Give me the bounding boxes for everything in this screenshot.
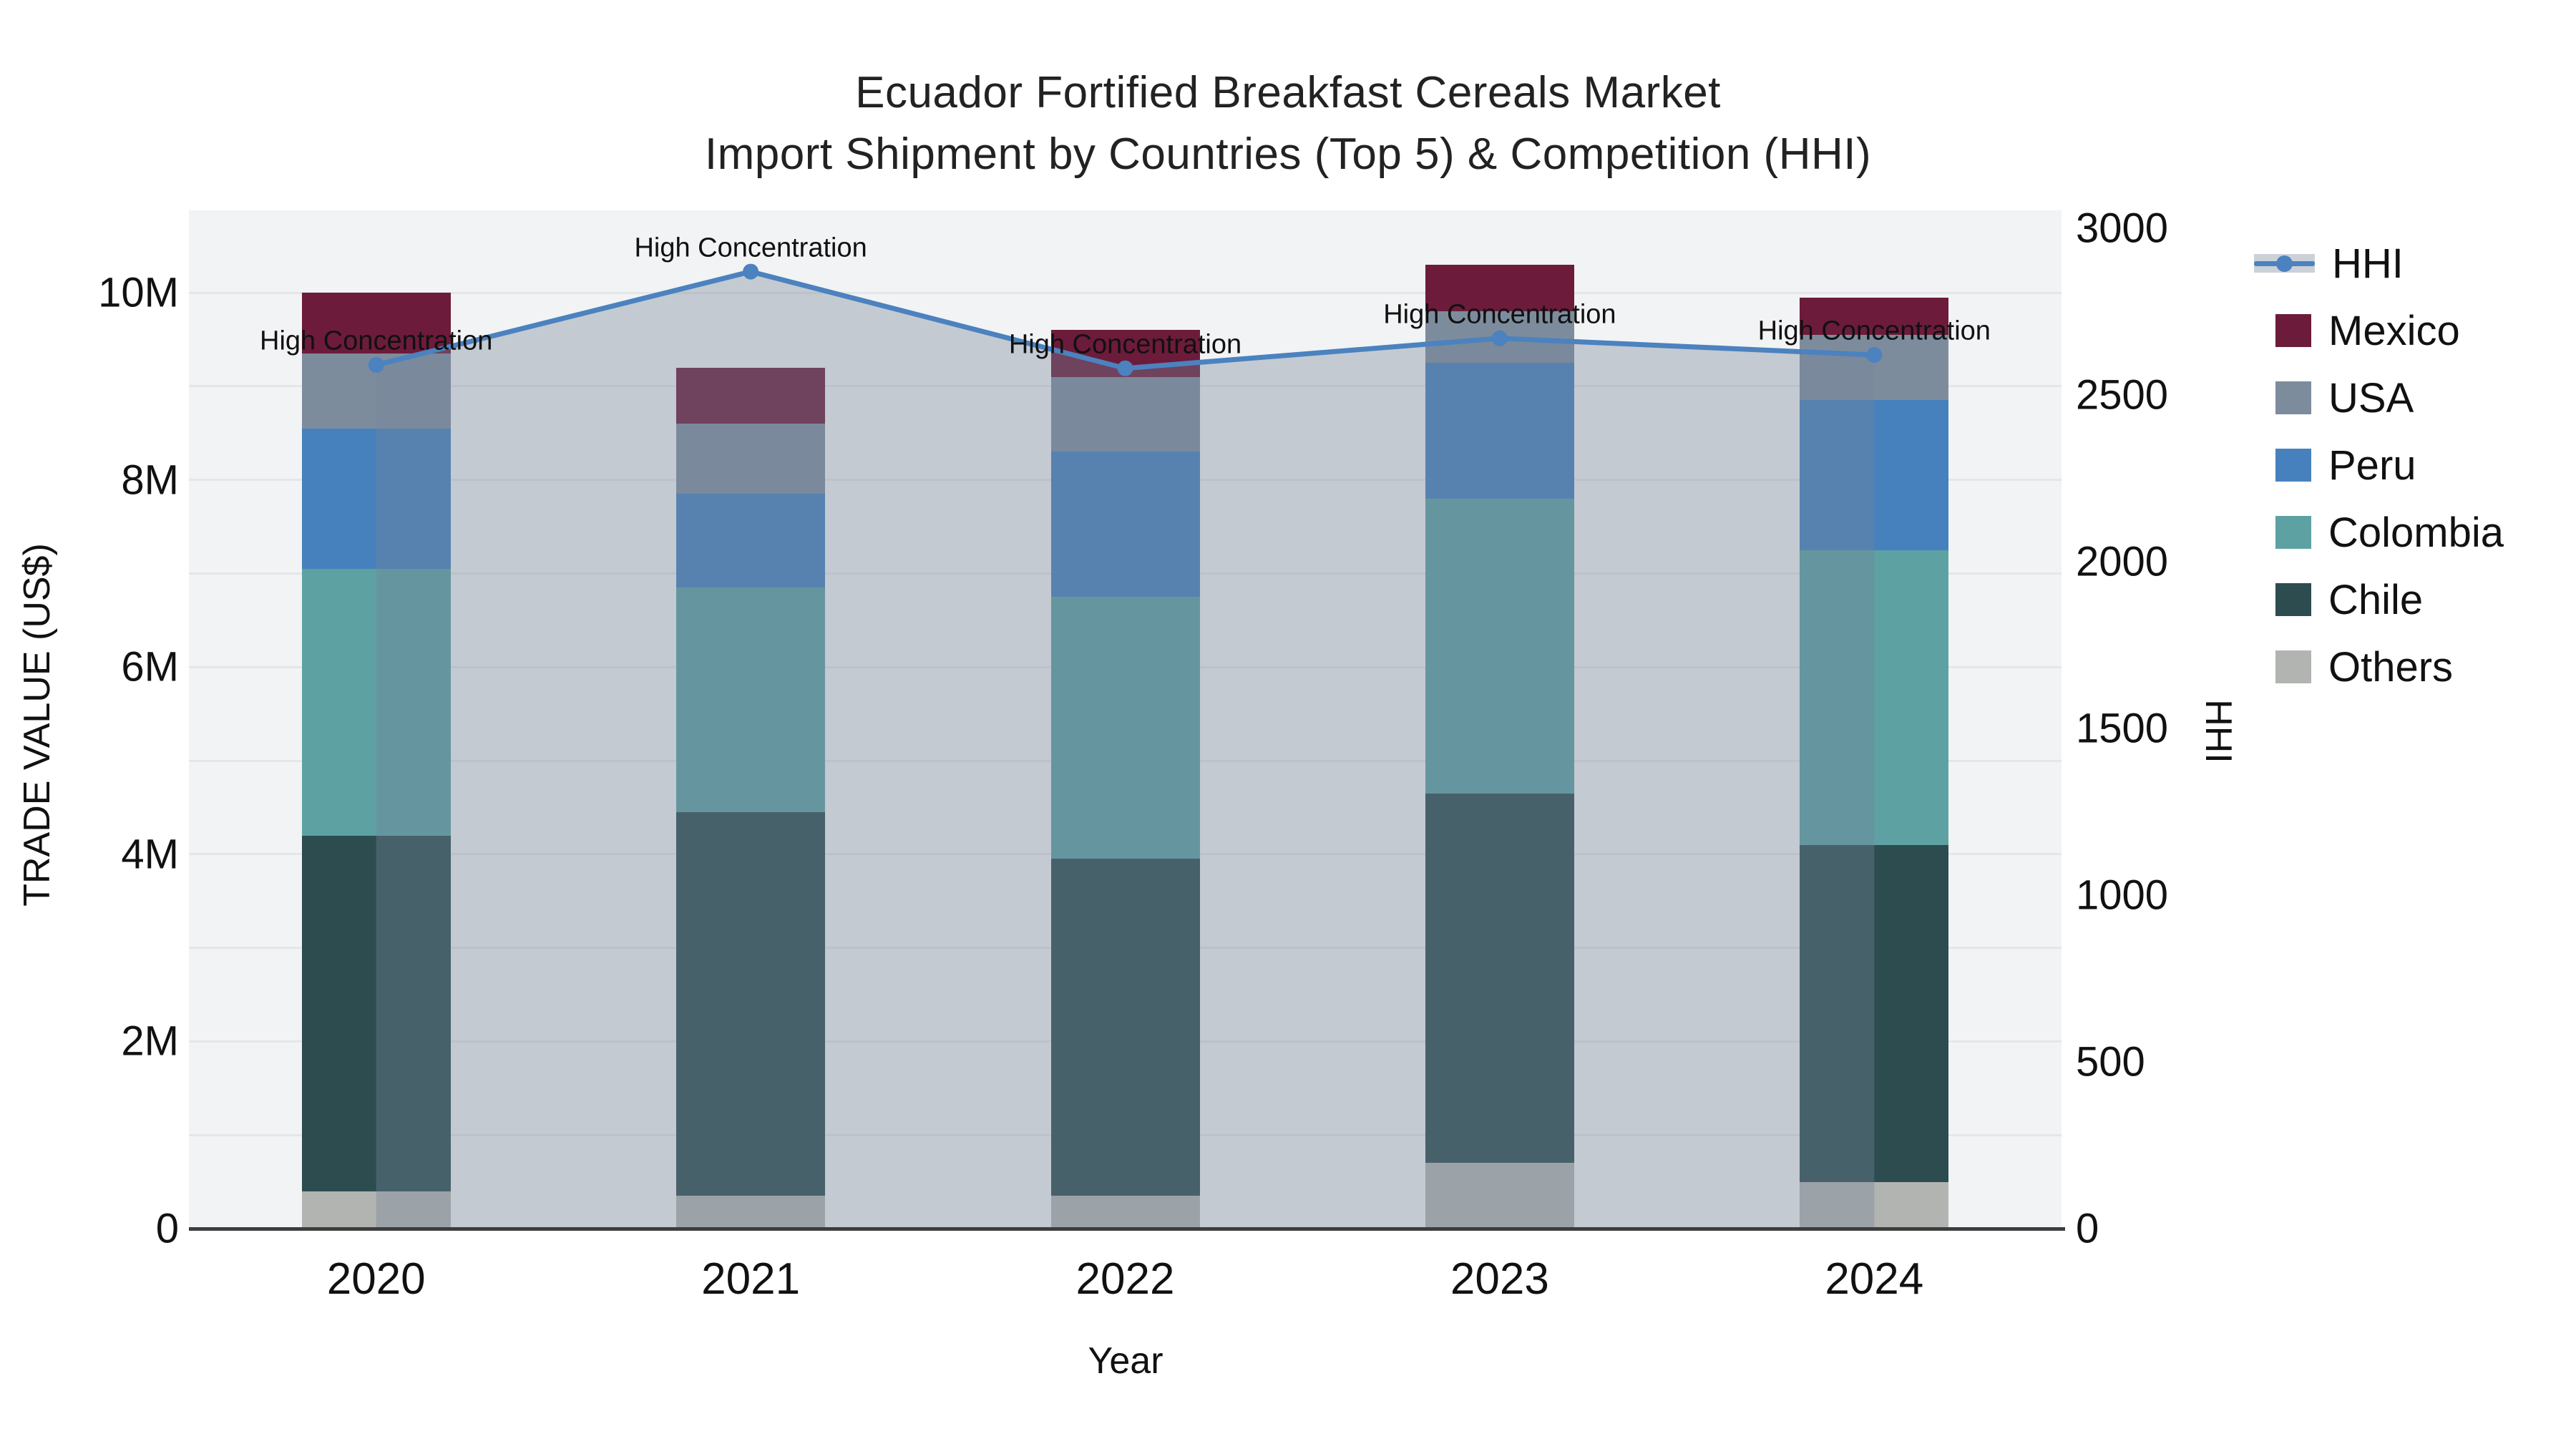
bar-segment-colombia-2024 — [1800, 550, 1949, 845]
legend-swatch-peru — [2275, 449, 2311, 482]
hhi-overlay-svg — [368, 263, 1883, 1229]
left-tick-6M: 6M — [121, 643, 179, 691]
right-tick-500: 500 — [2076, 1038, 2145, 1085]
bar-segment-usa-2022 — [1050, 376, 1200, 452]
left-tick-4M: 4M — [121, 831, 179, 878]
annotation-high-concentration-2023: High Concentration — [1383, 299, 1616, 330]
x-axis-line — [189, 1227, 2065, 1231]
bar-segment-colombia-2022 — [1050, 597, 1200, 859]
legend-label-usa: USA — [2328, 374, 2414, 421]
legend-label-mexico: Mexico — [2328, 307, 2460, 354]
annotation-high-concentration-2020: High Concentration — [260, 326, 493, 356]
legend-item-hhi[interactable]: HHI — [2254, 240, 2504, 287]
x-tick-2020: 2020 — [326, 1254, 426, 1304]
annotation-high-concentration-2022: High Concentration — [1008, 329, 1242, 360]
left-tick-10M: 10M — [98, 269, 179, 316]
legend-swatch-others — [2275, 650, 2311, 683]
chart-title-line-1: Ecuador Fortified Breakfast Cereals Mark… — [855, 68, 1721, 117]
bar-segment-peru-2020 — [301, 428, 451, 569]
legend-line-sample-hhi — [2254, 247, 2315, 280]
legend-label-hhi: HHI — [2332, 240, 2404, 287]
hhi-marker-2024 — [1866, 347, 1883, 364]
plot-area: High Concentration High Concentration High… — [189, 210, 2062, 1229]
legend-swatch-usa — [2275, 381, 2311, 414]
right-tick-0: 0 — [2076, 1205, 2099, 1252]
bar-segment-mexico-2021 — [676, 367, 826, 424]
legend-item-mexico[interactable]: Mexico — [2254, 308, 2504, 354]
hhi-marker-2021 — [743, 263, 759, 280]
legend-swatch-colombia — [2275, 516, 2311, 549]
legend-item-chile[interactable]: Chile — [2254, 577, 2504, 623]
bar-segment-others-2021 — [676, 1196, 826, 1229]
bar-segment-colombia-2023 — [1425, 498, 1574, 794]
legend-swatch-chile — [2275, 583, 2311, 616]
bar-segment-others-2024 — [1800, 1181, 1949, 1229]
left-tick-2M: 2M — [121, 1018, 179, 1065]
legend-label-peru: Peru — [2328, 441, 2416, 489]
bar-segment-mexico-2024 — [1800, 297, 1949, 335]
hhi-marker-2023 — [1491, 330, 1508, 346]
bar-segment-mexico-2020 — [301, 293, 451, 354]
annotation-high-concentration-2024: High Concentration — [1757, 316, 1991, 346]
bar-segment-others-2022 — [1050, 1196, 1200, 1229]
left-tick-0: 0 — [155, 1205, 179, 1252]
right-tick-1000: 1000 — [2076, 872, 2169, 919]
x-tick-2021: 2021 — [701, 1254, 801, 1304]
hhi-area-fill — [376, 271, 1875, 1229]
bar-segment-peru-2021 — [676, 494, 826, 588]
x-tick-2023: 2023 — [1450, 1254, 1549, 1304]
bar-segment-others-2023 — [1425, 1163, 1574, 1229]
x-tick-2024: 2024 — [1825, 1254, 1924, 1304]
legend-label-colombia: Colombia — [2328, 509, 2504, 556]
legend-swatch-mexico — [2275, 314, 2311, 347]
x-axis-title: Year — [1088, 1340, 1163, 1382]
right-tick-3000: 3000 — [2076, 205, 2169, 252]
annotation-high-concentration-2021: High Concentration — [634, 233, 867, 263]
legend-label-chile: Chile — [2328, 576, 2424, 623]
hhi-marker-2020 — [368, 357, 384, 374]
right-tick-2000: 2000 — [2076, 538, 2169, 585]
legend-hhi-marker — [2276, 255, 2293, 272]
bar-segment-peru-2022 — [1050, 452, 1200, 597]
bar-segment-chile-2024 — [1800, 844, 1949, 1182]
legend-label-others: Others — [2328, 643, 2454, 691]
bar-segment-chile-2021 — [676, 811, 826, 1196]
bar-segment-colombia-2020 — [301, 568, 451, 836]
bar-segment-others-2020 — [301, 1191, 451, 1229]
bar-segment-usa-2021 — [676, 424, 826, 494]
legend-item-usa[interactable]: USA — [2254, 375, 2504, 421]
legend-item-colombia[interactable]: Colombia — [2254, 509, 2504, 556]
bar-segment-peru-2023 — [1425, 363, 1574, 499]
bar-segment-mexico-2023 — [1425, 264, 1574, 312]
chart-title-line-2: Import Shipment by Countries (Top 5) & C… — [704, 130, 1872, 179]
bar-segment-chile-2023 — [1425, 793, 1574, 1163]
bar-segment-usa-2024 — [1800, 334, 1949, 401]
left-tick-8M: 8M — [121, 457, 179, 504]
right-tick-2500: 2500 — [2076, 371, 2169, 419]
hhi-marker-2022 — [1117, 360, 1133, 376]
bar-segment-colombia-2021 — [676, 587, 826, 812]
right-tick-1500: 1500 — [2076, 705, 2169, 752]
bar-segment-peru-2024 — [1800, 400, 1949, 550]
bar-segment-chile-2020 — [301, 835, 451, 1191]
gridline-10M — [189, 291, 2062, 294]
legend-item-peru[interactable]: Peru — [2254, 442, 2504, 489]
legend-item-others[interactable]: Others — [2254, 644, 2504, 691]
bar-segment-chile-2022 — [1050, 859, 1200, 1196]
legend: HHI Mexico USA Peru Colombia Chile Others — [2254, 240, 2504, 718]
x-tick-2022: 2022 — [1075, 1254, 1175, 1304]
